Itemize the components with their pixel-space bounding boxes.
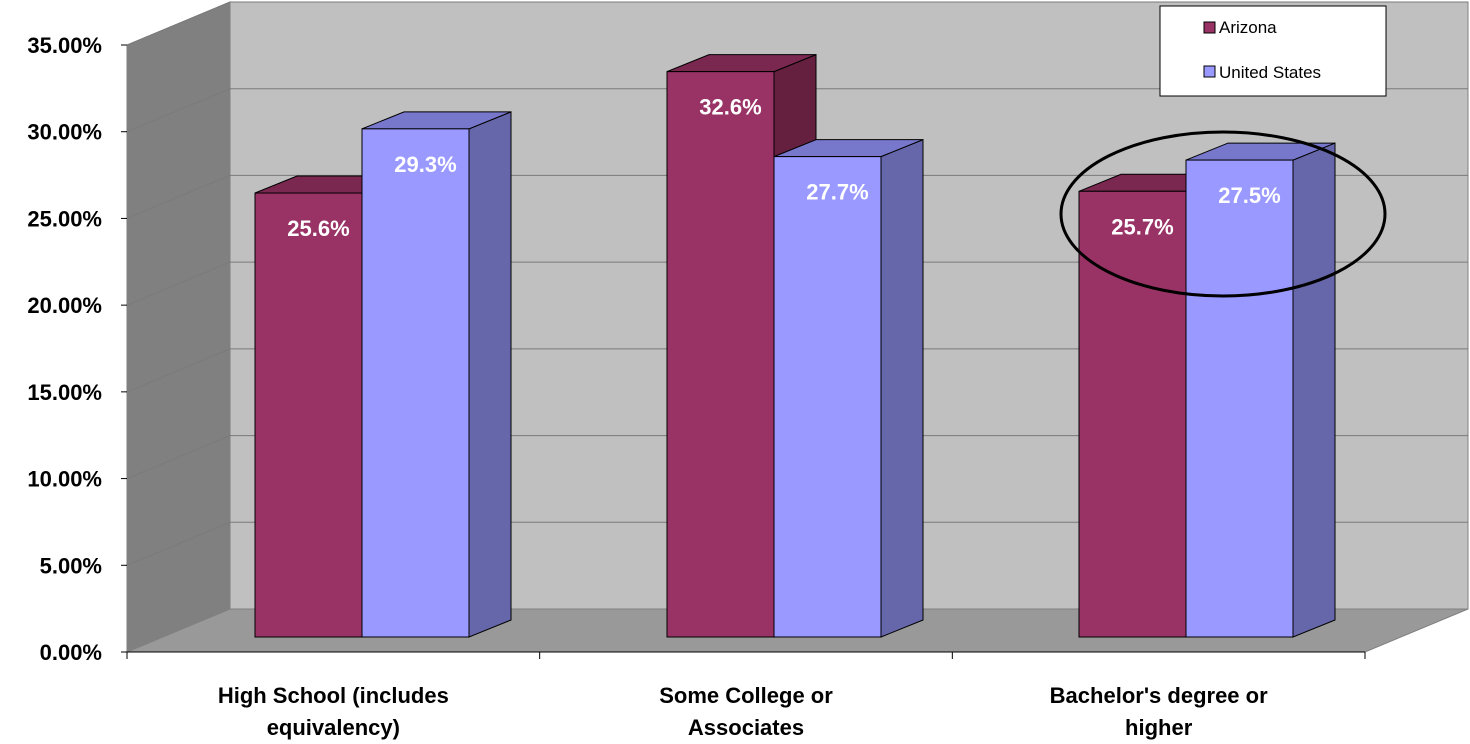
- gridline: [126, 1, 1468, 46]
- y-tick-label: 0.00%: [40, 640, 102, 665]
- x-axis: High School (includes equivalency) Some Co…: [126, 651, 1366, 740]
- data-label-arizona: 32.6%: [699, 95, 761, 120]
- x-tick-label: Some College or Associates: [659, 683, 833, 740]
- gridline: [126, 261, 1468, 306]
- gridlines: [126, 1, 1468, 566]
- data-label-arizona: 25.7%: [1111, 214, 1173, 239]
- data-label-united-states: 27.5%: [1218, 183, 1280, 208]
- bar-arizona: [254, 192, 363, 638]
- y-tick-label: 5.00%: [40, 553, 102, 578]
- y-tick-label: 30.00%: [27, 120, 102, 145]
- bar-side-united-states: [880, 138, 924, 638]
- gridline: [126, 521, 1468, 566]
- data-labels: 25.6% 29.3% 32.6% 27.7% 25.7% 27.5%: [287, 95, 1280, 241]
- side-wall: [126, 1, 231, 653]
- gridline: [126, 435, 1468, 480]
- bar-side-united-states: [1292, 142, 1336, 638]
- x-tick-label: Bachelor's degree or higher: [1050, 683, 1268, 740]
- y-tick-label: 10.00%: [27, 467, 102, 492]
- gridline: [126, 174, 1468, 219]
- bar-side-united-states: [468, 111, 512, 638]
- x-tick-label: High School (includes equivalency): [218, 683, 449, 740]
- legend-label-united-states: United States: [1219, 63, 1321, 82]
- legend-swatch-united-states: [1203, 65, 1216, 78]
- y-tick-label: 25.00%: [27, 206, 102, 231]
- gridline: [126, 88, 1468, 133]
- bar-arizona: [1078, 190, 1187, 638]
- bar-arizona: [666, 71, 775, 638]
- legend-label-arizona: Arizona: [1219, 18, 1277, 37]
- bar-united-states: [1185, 159, 1294, 638]
- legend-swatch-arizona: [1203, 21, 1216, 34]
- data-label-arizona: 25.6%: [287, 216, 349, 241]
- data-label-united-states: 27.7%: [806, 180, 868, 205]
- bar-united-states: [773, 156, 882, 638]
- data-label-united-states: 29.3%: [394, 152, 456, 177]
- legend-box: [1159, 5, 1387, 97]
- gridline: [126, 348, 1468, 393]
- legend: Arizona United States: [1159, 5, 1387, 97]
- y-tick-label: 20.00%: [27, 293, 102, 318]
- y-tick-label: 35.00%: [27, 33, 102, 58]
- highlight-ellipse: [1059, 130, 1387, 298]
- bar-united-states: [361, 128, 470, 638]
- y-tick-label: 15.00%: [27, 380, 102, 405]
- bars: [254, 53, 1336, 638]
- y-axis: 0.00% 5.00% 10.00% 15.00% 20.00% 25.00% 30.00%…: [27, 33, 128, 665]
